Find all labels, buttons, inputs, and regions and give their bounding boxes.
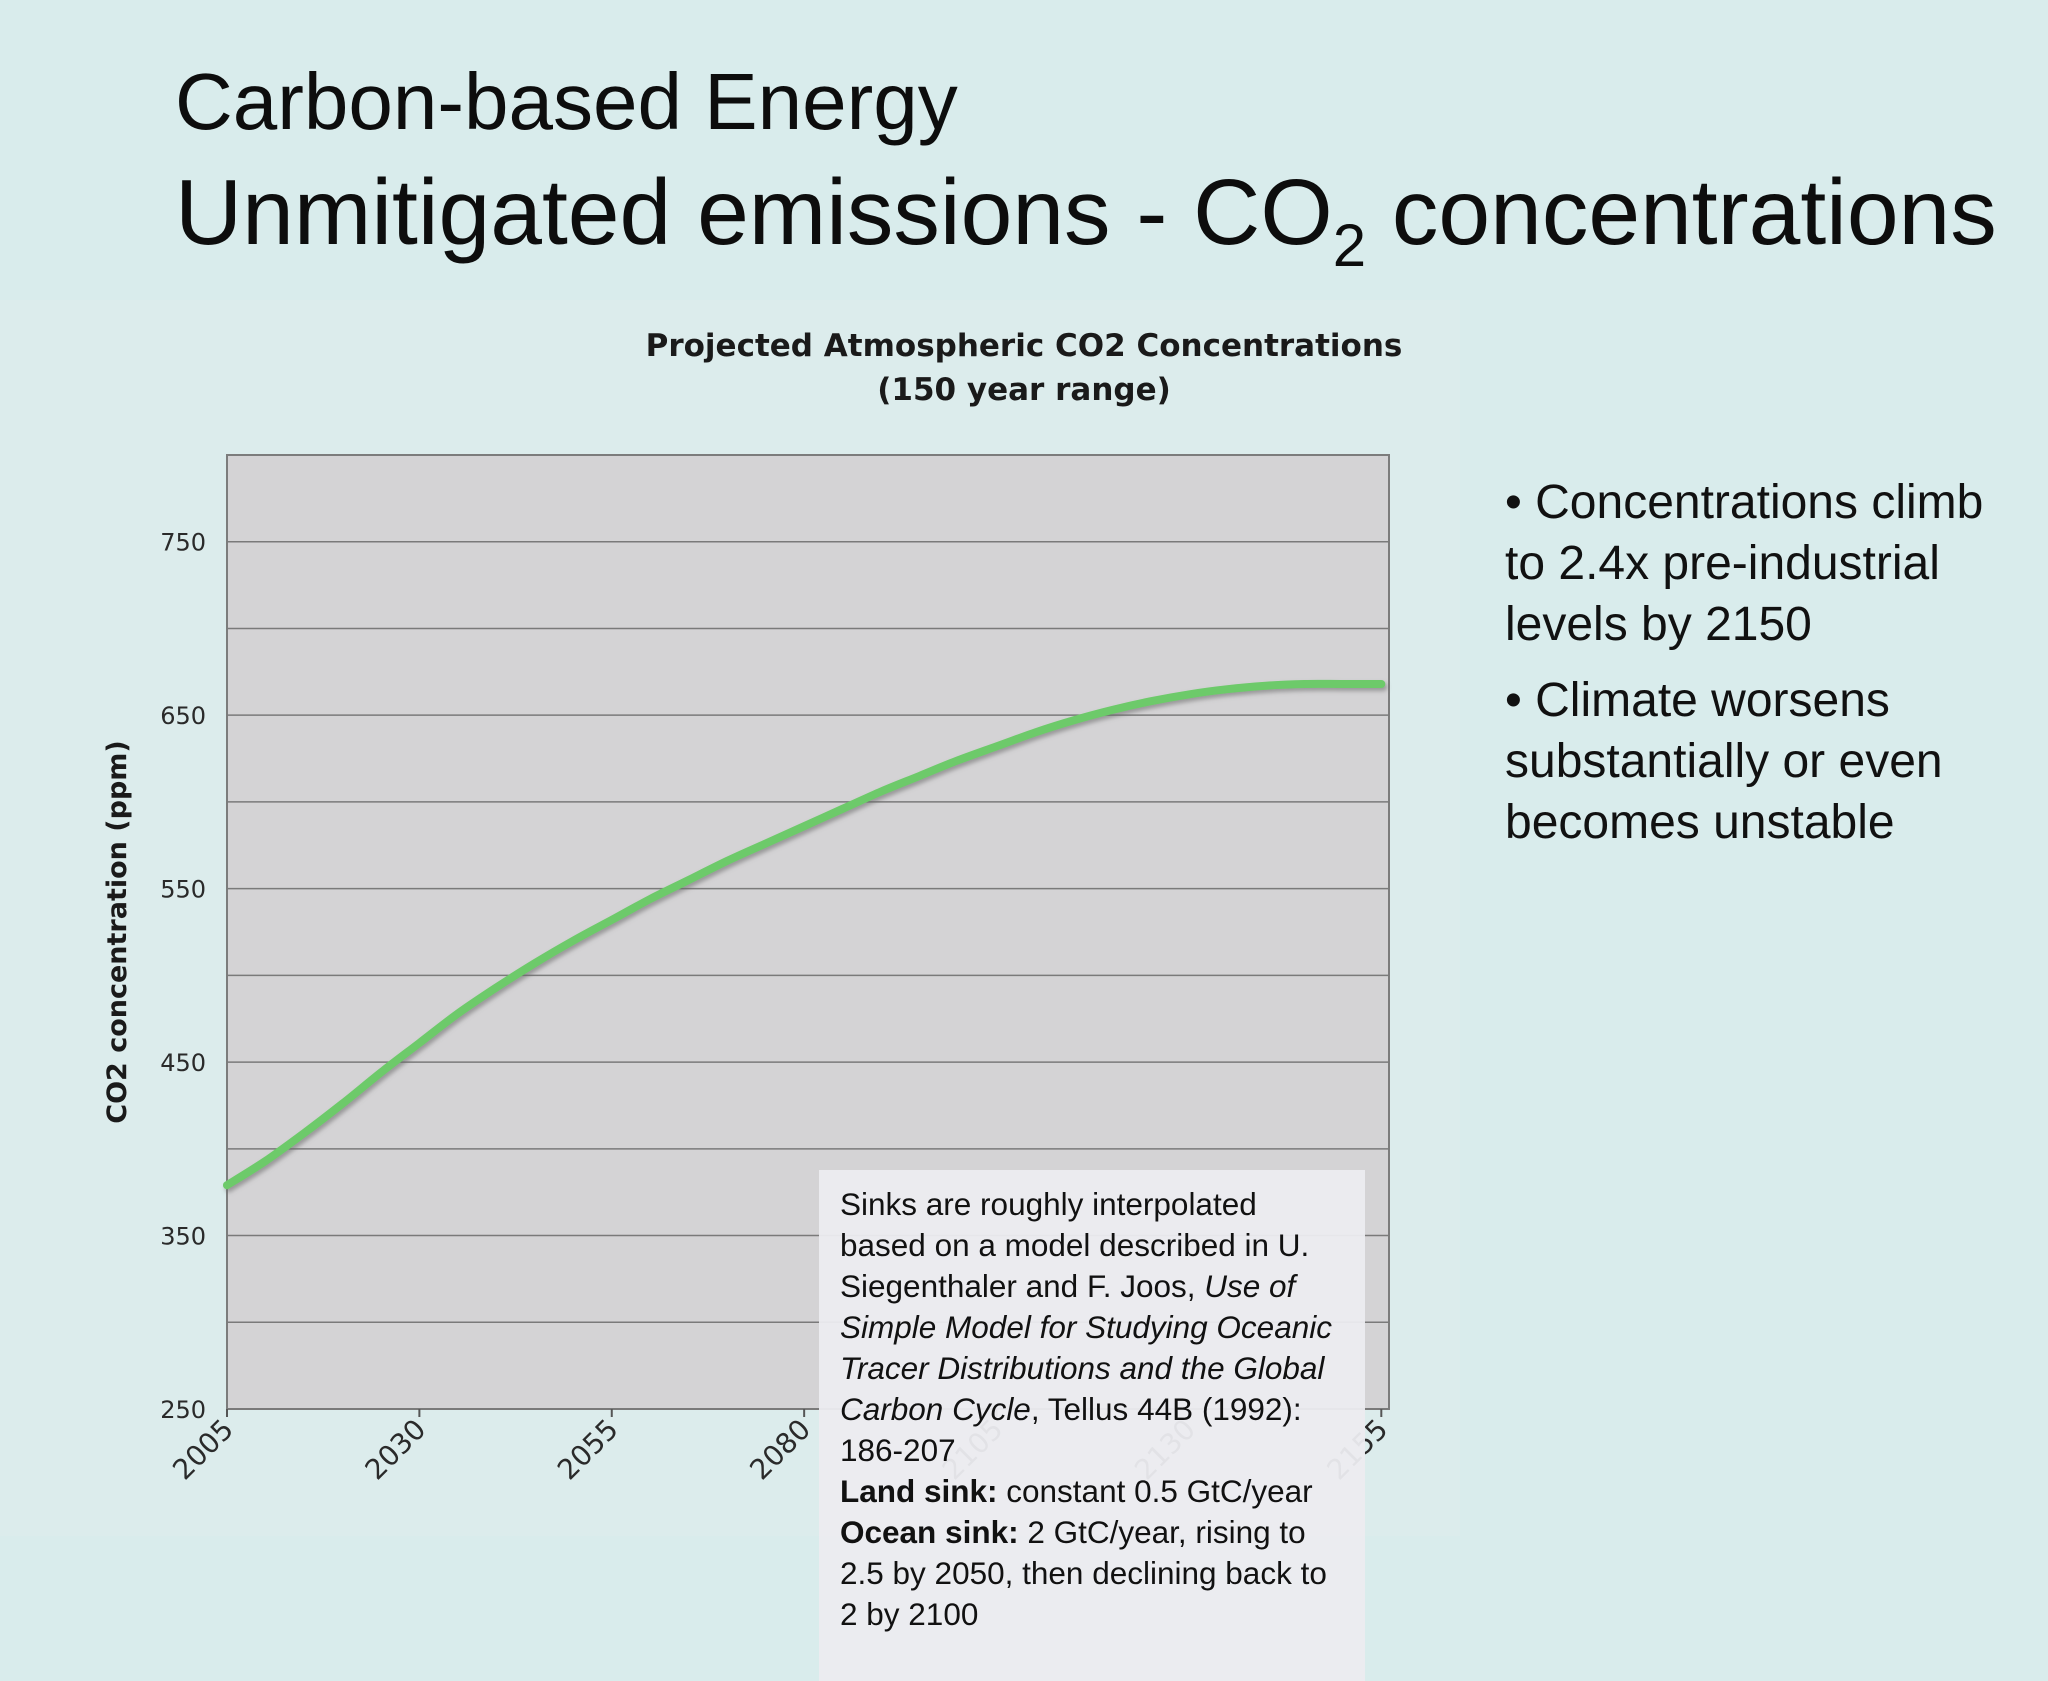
land-sink-text: constant 0.5 GtC/year (997, 1473, 1313, 1509)
subtitle-subscript: 2 (1332, 212, 1367, 279)
slide-title: Carbon-based Energy (175, 57, 958, 146)
x-tick-label: 2080 (743, 1413, 817, 1487)
y-tick-label: 750 (160, 529, 206, 557)
annotation-source-title: Use of Simple Model for Studying Oceanic… (840, 1268, 1332, 1427)
annotation-source-text: Sinks are roughly interpolated based on … (840, 1186, 1310, 1304)
y-tick-label: 550 (160, 876, 206, 904)
y-axis-label: CO2 concentration (ppm) (102, 740, 133, 1124)
annotation-box: Sinks are roughly interpolated based on … (819, 1170, 1365, 1681)
co2-series-line (223, 679, 1386, 1190)
x-tick-label: 2055 (551, 1413, 625, 1487)
x-tick-label: 2030 (359, 1413, 433, 1487)
chart-title: Projected Atmospheric CO2 Concentrations (646, 328, 1403, 364)
bullet-item: • Concentrations climb to 2.4x pre-indus… (1505, 476, 1984, 651)
y-tick-label: 650 (160, 702, 206, 730)
y-tick-label: 450 (160, 1049, 206, 1077)
slide-subtitle: Unmitigated emissions - CO2 concentratio… (175, 163, 1997, 279)
bullet-item: • Climate worsens substantially or even … (1505, 674, 1943, 849)
y-tick-label: 350 (160, 1223, 206, 1251)
bullet-list: • Concentrations climb to 2.4x pre-indus… (1505, 472, 2025, 868)
annotation-text: Sinks are roughly interpolated based on … (840, 1184, 1345, 1471)
annotation-land-sink: Land sink: constant 0.5 GtC/year (840, 1471, 1345, 1512)
chart-area: Projected Atmospheric CO2 Concentrations… (0, 300, 1460, 1681)
chart-subtitle: (150 year range) (877, 372, 1171, 408)
ocean-sink-label: Ocean sink: (840, 1514, 1019, 1550)
annotation-ocean-sink: Ocean sink: 2 GtC/year, rising to 2.5 by… (840, 1512, 1345, 1635)
subtitle-text-pre: Unmitigated emissions - CO (175, 160, 1333, 264)
land-sink-label: Land sink: (840, 1473, 998, 1509)
annotation-source-citation: , Tellus 44B (1992): 186-207 (840, 1391, 1302, 1468)
subtitle-text-post: concentrations (1366, 160, 1997, 264)
y-tick-label: 250 (160, 1396, 206, 1424)
